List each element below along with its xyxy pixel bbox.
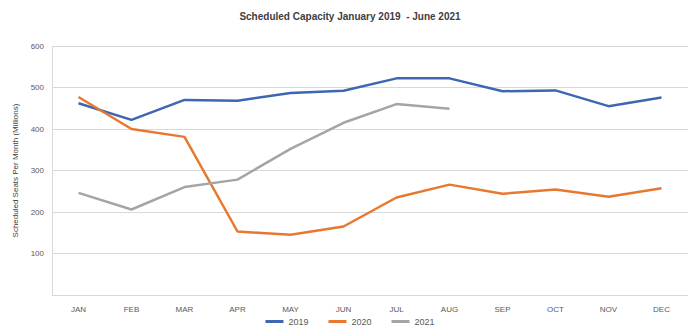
svg-text:JAN: JAN bbox=[71, 305, 86, 314]
svg-text:MAR: MAR bbox=[176, 305, 194, 314]
svg-text:SEP: SEP bbox=[494, 305, 510, 314]
svg-text:AUG: AUG bbox=[441, 305, 458, 314]
svg-text:OCT: OCT bbox=[547, 305, 564, 314]
svg-text:400: 400 bbox=[31, 125, 45, 134]
svg-text:DEC: DEC bbox=[653, 305, 670, 314]
svg-text:100: 100 bbox=[31, 249, 45, 258]
svg-text:Scheduled Capacity January 201: Scheduled Capacity January 2019 - June 2… bbox=[239, 11, 461, 22]
svg-text:2020: 2020 bbox=[351, 317, 371, 327]
svg-text:2019: 2019 bbox=[288, 317, 308, 327]
svg-text:APR: APR bbox=[229, 305, 246, 314]
svg-text:Scheduled Seats Per Month (Mil: Scheduled Seats Per Month (Millions) bbox=[11, 103, 20, 237]
svg-text:600: 600 bbox=[31, 42, 45, 51]
svg-text:500: 500 bbox=[31, 83, 45, 92]
svg-text:MAY: MAY bbox=[282, 305, 299, 314]
svg-text:300: 300 bbox=[31, 166, 45, 175]
svg-text:200: 200 bbox=[31, 208, 45, 217]
svg-text:NOV: NOV bbox=[600, 305, 618, 314]
svg-text:JUL: JUL bbox=[389, 305, 404, 314]
svg-text:FEB: FEB bbox=[124, 305, 140, 314]
svg-text:2021: 2021 bbox=[415, 317, 435, 327]
svg-text:JUN: JUN bbox=[336, 305, 352, 314]
